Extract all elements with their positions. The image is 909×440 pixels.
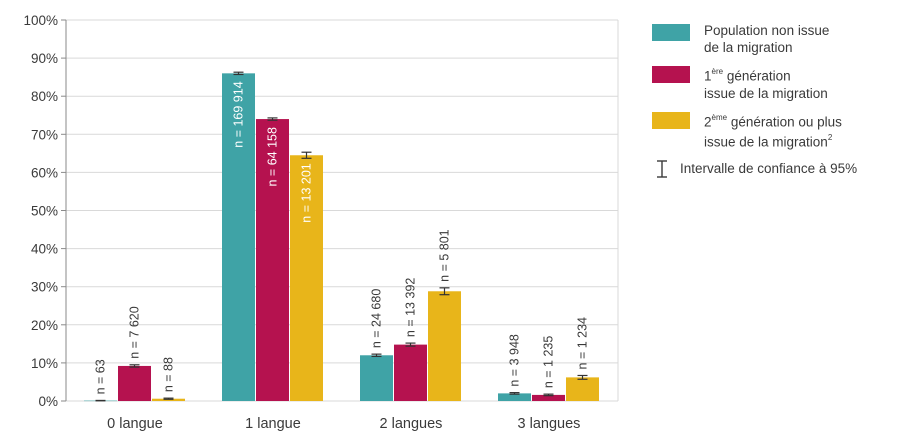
legend-ci-label: Intervalle de confiance à 95%: [680, 161, 858, 176]
y-tick-label: 70%: [31, 127, 58, 142]
data-label: n = 1 235: [542, 336, 556, 389]
data-label: n = 13 201: [300, 163, 314, 222]
bar: [360, 355, 393, 401]
legend-swatch-crimson: [652, 66, 690, 83]
x-tick-label: 1 langue: [245, 416, 301, 432]
data-label: n = 13 392: [404, 278, 418, 337]
legend-text-line: génération ou plus: [727, 114, 842, 129]
legend-text-line: génération: [723, 68, 791, 84]
legend-item-non-migration: Population non issue de la migration: [652, 22, 902, 56]
data-label: n = 64 158: [266, 127, 280, 186]
y-tick-label: 20%: [31, 318, 58, 333]
legend-text-line: Population non issue: [704, 23, 830, 38]
data-label: n = 63: [94, 359, 108, 394]
y-tick-label: 90%: [31, 51, 58, 66]
bar: [498, 393, 531, 401]
bar: [290, 155, 323, 401]
legend-superscript: ème: [711, 112, 728, 122]
data-label: n = 88: [162, 357, 176, 392]
y-tick-label: 100%: [23, 13, 58, 28]
legend-superscript: ère: [711, 67, 724, 76]
chart-svg: 0% 10% 20% 30% 40% 50% 60% 70% 80% 90% 100% 0 langu…: [23, 13, 619, 432]
y-tick-label: 50%: [31, 204, 58, 219]
data-label: n = 3 948: [508, 334, 522, 387]
y-tick-label: 40%: [31, 242, 58, 257]
legend-prefix: 1: [704, 68, 712, 84]
bar: [394, 344, 427, 401]
data-label: n = 1 234: [576, 317, 590, 370]
legend-item-second-gen: 2ème génération ou plus issue de la migr…: [652, 110, 902, 151]
y-tick-label: 80%: [31, 89, 58, 104]
legend-text-line: issue de la migration: [704, 134, 828, 150]
y-tick-label: 60%: [31, 165, 58, 180]
legend-item-confidence-interval: Intervalle de confiance à 95%: [652, 159, 902, 179]
bar: [222, 73, 255, 401]
bar: [118, 365, 151, 401]
legend-swatch-yellow: [652, 111, 690, 129]
data-label: n = 169 914: [232, 81, 246, 147]
error-bar-icon: [657, 159, 667, 178]
bar-chart: 0% 10% 20% 30% 40% 50% 60% 70% 80% 90% 100% 0 langu…: [23, 13, 619, 432]
data-label: n = 7 620: [128, 306, 142, 359]
legend: Population non issue de la migration 1èr…: [652, 22, 902, 179]
bar: [566, 377, 599, 401]
x-tick-label: 2 langues: [380, 416, 443, 432]
bar: [532, 394, 565, 401]
data-label: n = 24 680: [370, 289, 384, 348]
bar: [428, 291, 461, 401]
data-label: n = 5 801: [438, 229, 452, 282]
legend-text-line: de la migration: [704, 40, 793, 55]
y-tick-label: 0%: [38, 394, 58, 409]
legend-prefix: 2: [704, 114, 712, 129]
x-tick-label: 0 langue: [107, 416, 163, 432]
legend-text-line: issue de la migration: [704, 85, 828, 101]
y-tick-label: 30%: [31, 280, 58, 295]
bar: [256, 119, 289, 401]
legend-item-first-gen: 1ère génération issue de la migration: [652, 64, 902, 102]
x-tick-label: 3 langues: [518, 416, 581, 432]
legend-swatch-teal: [652, 24, 690, 41]
y-tick-label: 10%: [31, 356, 58, 371]
legend-footnote: 2: [827, 133, 833, 142]
